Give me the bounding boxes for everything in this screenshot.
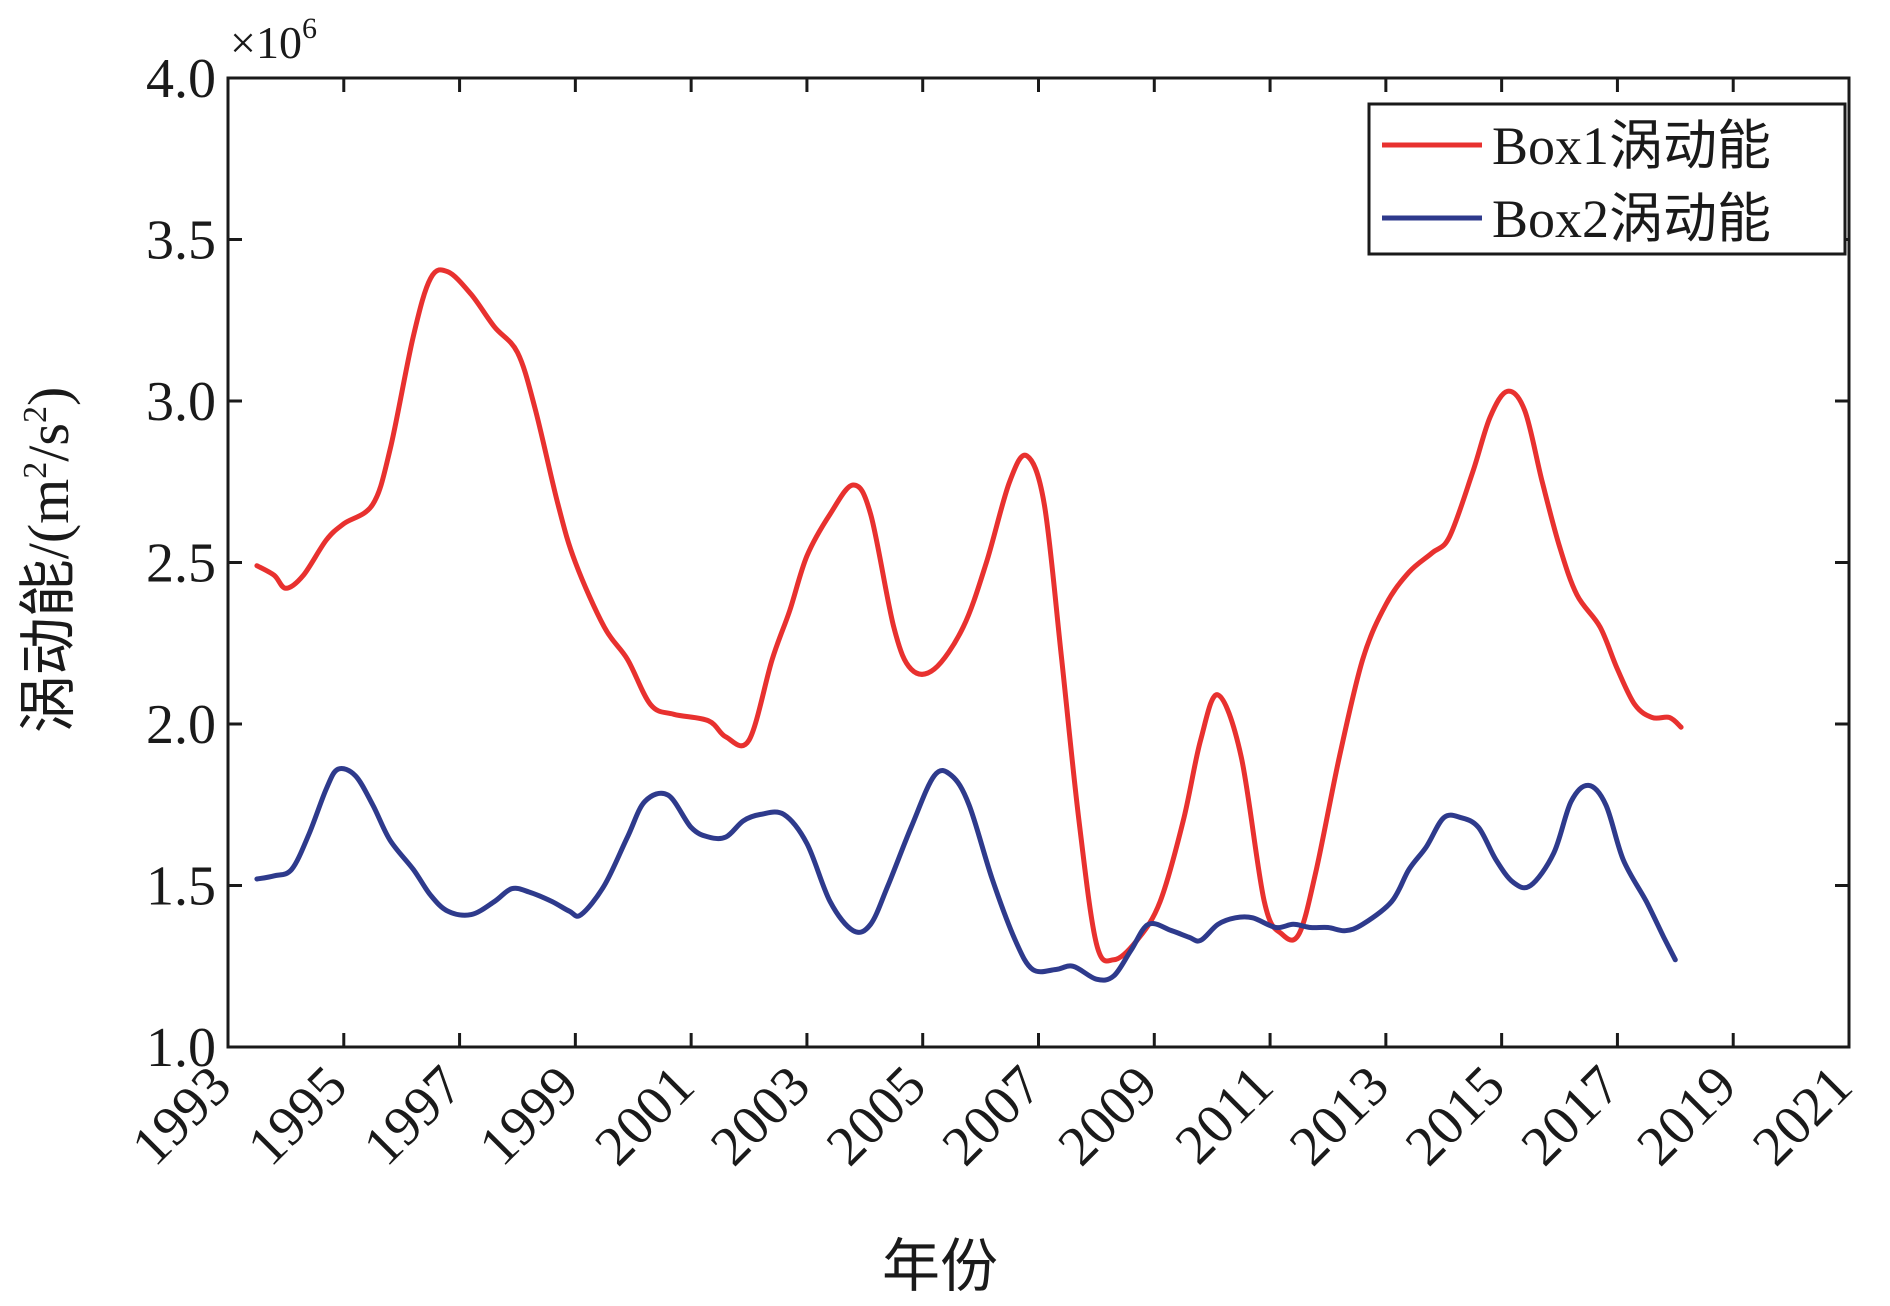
x-tick-label: 1997 — [352, 1054, 475, 1177]
y-tick-label: 1.5 — [146, 856, 216, 918]
x-tick-label: 1993 — [120, 1054, 243, 1177]
x-tick-label: 2009 — [1046, 1054, 1169, 1177]
x-tick-label: 2013 — [1278, 1054, 1401, 1177]
x-tick-label: 2001 — [583, 1054, 706, 1177]
y-axis-title: 涡动能/(m2/s2) — [16, 387, 81, 734]
legend-label-box1: Box1涡动能 — [1492, 116, 1771, 176]
x-tick-label: 2005 — [815, 1054, 938, 1177]
legend-label-box2: Box2涡动能 — [1492, 189, 1771, 249]
y-multiplier: ×106 — [230, 12, 317, 68]
y-multiplier-base: ×10 — [230, 17, 302, 68]
legend: Box1涡动能 Box2涡动能 — [1367, 102, 1847, 256]
y-tick-label: 1.0 — [146, 1017, 216, 1079]
y-axis-title-sup2: 2 — [17, 406, 54, 423]
x-tick-label: 2015 — [1394, 1054, 1517, 1177]
series-line-box1 — [254, 267, 1684, 964]
y-axis-title-sup1: 2 — [17, 462, 54, 479]
y-axis-title-mid: /s — [16, 423, 81, 462]
y-tick-label: 2.0 — [146, 694, 216, 756]
x-tick-label: 1999 — [468, 1054, 591, 1177]
y-axis: 1.0 1.5 2.0 2.5 3.0 3.5 4.0 — [146, 48, 1849, 1079]
y-tick-label: 3.0 — [146, 371, 216, 433]
x-tick-label: 2021 — [1741, 1054, 1864, 1177]
y-tick-label: 4.0 — [146, 48, 216, 110]
y-multiplier-exp: 6 — [302, 12, 317, 45]
x-tick-label: 1995 — [236, 1054, 359, 1177]
x-tick-label: 2003 — [699, 1054, 822, 1177]
x-tick-label: 2011 — [1164, 1054, 1286, 1176]
x-tick-label: 2007 — [931, 1054, 1054, 1177]
y-axis-title-suffix: ) — [16, 387, 81, 406]
series-line-box2 — [254, 766, 1678, 983]
x-tick-label: 2019 — [1625, 1054, 1748, 1177]
y-tick-label: 2.5 — [146, 533, 216, 595]
legend-box — [1367, 102, 1847, 256]
x-tick-label: 2017 — [1510, 1054, 1633, 1177]
series-layer — [254, 267, 1684, 983]
x-axis-title: 年份 — [882, 1234, 998, 1299]
y-tick-label: 3.5 — [146, 210, 216, 272]
y-axis-title-prefix: 涡动能/(m — [16, 479, 81, 734]
